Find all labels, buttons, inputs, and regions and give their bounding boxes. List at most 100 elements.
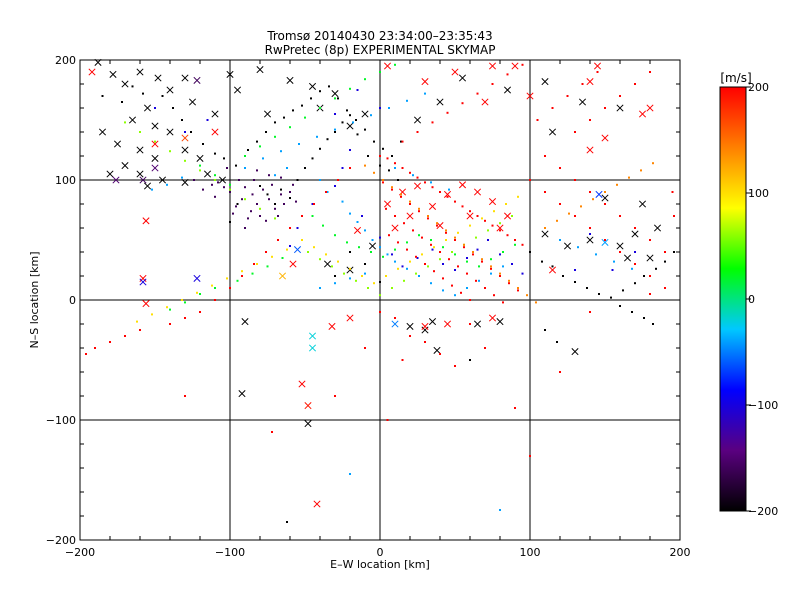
data-point-dot <box>445 239 447 241</box>
data-point-dot <box>262 188 264 191</box>
data-point-dot <box>529 455 531 457</box>
data-point-dot <box>289 197 291 199</box>
data-point-dot <box>154 107 156 109</box>
data-point-dot <box>400 193 402 196</box>
data-point-cross <box>112 176 120 184</box>
plot-area <box>79 58 681 541</box>
data-point-dot <box>433 246 435 249</box>
data-point-dot <box>326 138 329 141</box>
data-point-dot <box>446 111 449 114</box>
data-point-dot <box>334 234 336 237</box>
data-point-cross <box>601 238 609 246</box>
data-point-dot <box>454 269 456 271</box>
data-point-dot <box>139 329 141 331</box>
data-point-dot <box>85 353 87 355</box>
data-point-dot <box>439 258 441 261</box>
data-point-cross <box>361 110 369 118</box>
data-point-dot <box>401 359 404 361</box>
data-point-cross <box>616 242 624 250</box>
data-point-cross <box>193 76 201 84</box>
data-point-cross <box>578 98 587 106</box>
data-point-dot <box>259 215 261 217</box>
data-point-dot <box>292 183 294 186</box>
data-point-dot <box>379 71 381 73</box>
data-point-cross <box>256 66 264 74</box>
data-point-dot <box>394 248 396 251</box>
data-point-dot <box>401 140 404 143</box>
data-point-dot <box>334 113 336 115</box>
data-point-dot <box>472 253 474 256</box>
data-point-dot <box>251 193 254 196</box>
data-point-cross <box>653 224 662 232</box>
data-point-dot <box>311 215 314 217</box>
data-point-dot <box>484 347 486 349</box>
data-point-dot <box>491 224 494 227</box>
data-point-dot <box>386 419 389 421</box>
data-point-dot <box>566 95 569 97</box>
data-point-dot <box>356 89 359 91</box>
data-point-dot <box>109 341 111 343</box>
data-point-dot <box>409 260 411 263</box>
data-point-dot <box>424 263 426 265</box>
data-point-dot <box>199 164 201 167</box>
data-point-dot <box>346 241 348 244</box>
data-point-dot <box>454 365 456 367</box>
data-point-cross <box>571 348 579 356</box>
data-point-dot <box>499 275 501 277</box>
data-point-dot <box>386 253 389 256</box>
data-point-dot <box>266 193 269 196</box>
data-point-dot <box>379 294 381 297</box>
data-point-dot <box>349 277 351 280</box>
data-point-dot <box>416 131 419 133</box>
data-point-dot <box>484 287 486 289</box>
data-point-dot <box>274 121 276 124</box>
data-point-dot <box>394 317 396 319</box>
data-point-dot <box>442 263 444 265</box>
data-point-dot <box>346 109 348 112</box>
data-point-dot <box>361 215 363 217</box>
data-point-dot <box>439 353 441 355</box>
data-point-cross <box>496 318 504 326</box>
y-tick-label: 100 <box>55 174 76 187</box>
data-point-dot <box>430 181 432 184</box>
colorbar-tick-label: −100 <box>748 399 778 412</box>
data-point-dot <box>442 246 444 249</box>
data-point-cross <box>181 74 189 82</box>
data-point-cross <box>413 182 422 190</box>
data-point-dot <box>454 236 456 239</box>
data-point-dot <box>394 63 396 66</box>
data-point-dot <box>364 347 366 349</box>
data-point-cross <box>631 230 639 238</box>
data-point-dot <box>266 265 269 268</box>
data-point-dot <box>202 188 204 191</box>
data-point-dot <box>481 258 483 261</box>
data-point-dot <box>406 99 408 102</box>
data-point-dot <box>445 231 447 234</box>
data-point-dot <box>586 287 588 289</box>
data-point-dot <box>596 71 599 73</box>
data-point-cross <box>88 68 96 76</box>
data-point-dot <box>301 239 303 241</box>
data-point-dot <box>247 217 249 220</box>
data-point-dot <box>379 155 381 157</box>
data-point-cross <box>113 140 122 148</box>
data-point-dot <box>386 157 389 160</box>
data-point-cross <box>383 200 392 208</box>
axis-ticks <box>79 59 681 541</box>
y-tick-label: 200 <box>55 54 76 67</box>
data-point-cross <box>139 278 147 286</box>
data-point-dot <box>274 207 276 210</box>
y-axis-label: N–S location [km] <box>28 251 41 348</box>
data-point-dot <box>487 239 489 241</box>
data-point-cross <box>304 402 312 410</box>
data-point-dot <box>311 157 314 160</box>
data-point-dot <box>251 272 254 275</box>
data-point-cross <box>413 116 422 124</box>
data-point-dot <box>229 191 231 193</box>
data-point-dot <box>289 227 291 229</box>
data-point-dot <box>94 347 96 349</box>
data-point-dot <box>283 203 285 205</box>
data-point-dot <box>431 186 434 189</box>
data-point-dot <box>349 167 351 169</box>
